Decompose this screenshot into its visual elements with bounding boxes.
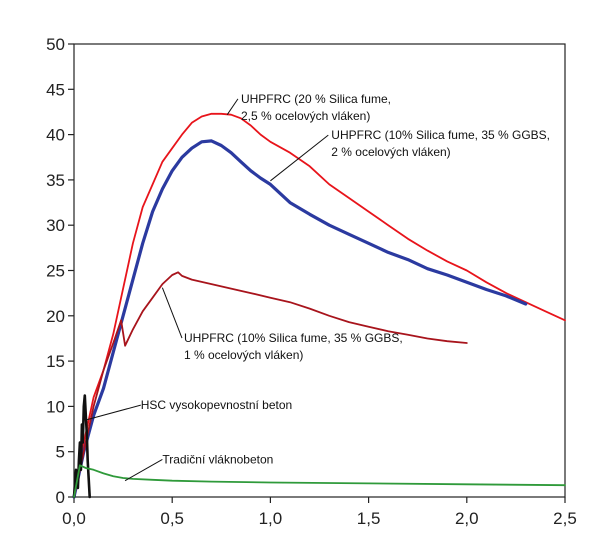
y-tick-label: 30	[46, 216, 65, 235]
annotation-label: UHPFRC (10% Silica fume, 35 % GGBS,	[184, 331, 403, 345]
y-tick-label: 15	[46, 352, 65, 371]
x-tick-label: 0,5	[160, 509, 184, 528]
y-tick-label: 0	[56, 488, 65, 507]
annotation-label: 1 % ocelových vláken)	[184, 348, 303, 362]
annotation-label: Tradiční vláknobeton	[162, 452, 273, 466]
annotations-group: UHPFRC (20 % Silica fume, 2,5 % ocelových…	[85, 92, 550, 482]
annotation-label: UHPFRC (20 % Silica fume,	[241, 92, 391, 106]
series-group	[72, 112, 566, 499]
annotation-leader	[85, 404, 141, 421]
annotation-leader	[161, 287, 183, 339]
y-tick-label: 35	[46, 171, 65, 190]
annotation-label: 2 % ocelových vláken)	[331, 145, 450, 159]
y-tick-label: 45	[46, 80, 65, 99]
annotation-label: UHPFRC (10% Silica fume, 35 % GGBS,	[331, 128, 550, 142]
x-tick-label: 2,0	[455, 509, 479, 528]
y-tick-label: 25	[46, 262, 65, 281]
annotation-leader	[270, 134, 329, 182]
axes: 0 5 10 15 20 25 30 35 40 45 50 0,0 0,5 1,0 1,5 2,0 2,5	[46, 35, 577, 528]
y-tick-label: 5	[56, 443, 65, 462]
annotation-label: HSC vysokopevnostní beton	[141, 398, 292, 412]
series-line-1	[73, 112, 566, 498]
x-tick-label: 1,0	[259, 509, 283, 528]
x-tick-label: 1,5	[357, 509, 381, 528]
annotation-label: 2,5 % ocelových vláken)	[241, 109, 370, 123]
annotation-leader	[124, 459, 163, 482]
x-tick-label: 0,0	[62, 509, 86, 528]
series-line-5	[73, 464, 566, 498]
y-tick-label: 50	[46, 35, 65, 54]
y-tick-label: 10	[46, 397, 65, 416]
y-tick-label: 40	[46, 126, 65, 145]
series-line-3	[73, 271, 468, 498]
y-tick-label: 20	[46, 307, 65, 326]
x-tick-label: 2,5	[553, 509, 577, 528]
series-line-2	[72, 139, 528, 499]
annotation-leader	[226, 98, 239, 115]
